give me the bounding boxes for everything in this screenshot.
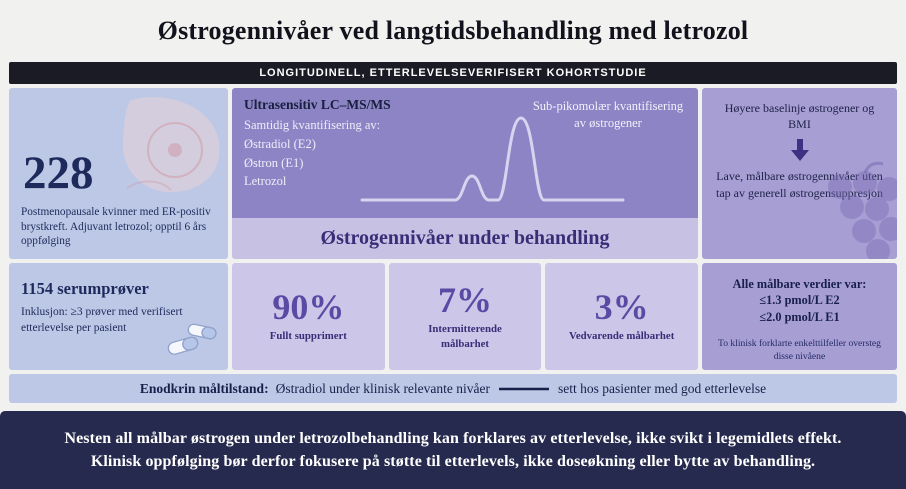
stat-value: 90% xyxy=(272,287,345,328)
endocrine-band-statement: Østradiol under klinisk relevante nivåer xyxy=(275,380,491,396)
treatment-band-title: Østrogennivåer under behandling xyxy=(320,227,610,249)
method-lines: Samtidig kvantifisering av: Østradiol (E… xyxy=(244,116,686,191)
conclusion-line-2: Klinisk oppfølging bør derfor fokusere p… xyxy=(90,452,816,470)
row-top: 228 Postmenopausale kvinner med ER-posit… xyxy=(9,88,897,259)
values-line-e1: ≤2.0 pmol/L E1 xyxy=(759,310,840,325)
baseline-bottom-text: Lave, målbare østrogennivåer uten tap av… xyxy=(716,169,883,200)
samples-heading: 1154 serumprøver xyxy=(21,279,149,298)
method-panel: Ultrasensitiv LC–MS/MS Samtidig kvantifi… xyxy=(232,88,698,218)
page-title: Østrogennivåer ved langtidsbehandling me… xyxy=(157,16,749,45)
header: Østrogennivåer ved langtidsbehandling me… xyxy=(0,0,906,62)
stats-row: 90% Fullt supprimert 7% Intermitterende … xyxy=(232,263,699,370)
baseline-top-text: Høyere baselinje østrogener og BMI xyxy=(724,101,875,132)
endocrine-band: Enodkrin måltilstand: Østradiol under kl… xyxy=(9,374,897,403)
samples-description: Inklusjon: ≥3 prøver med verifisert ette… xyxy=(21,306,183,334)
values-footnote: To klinisk forklarte enkelttilfeller ove… xyxy=(718,338,881,363)
conclusion-line-1: Nesten all målbar østrogen under letrozo… xyxy=(64,429,842,447)
stat-value: 7% xyxy=(438,280,492,321)
study-type-banner-label: LONGITUDINELL, ETTERLEVELSEVERIFISERT KO… xyxy=(259,67,647,79)
threshold-line-icon xyxy=(499,387,550,390)
method-intro: Samtidig kvantifisering av: xyxy=(244,118,381,132)
samples-panel: 1154 serumprøver Inklusjon: ≥3 prøver me… xyxy=(9,263,228,370)
row-bottom: 1154 serumprøver Inklusjon: ≥3 prøver me… xyxy=(9,263,897,370)
values-panel: Alle målbare verdier var: ≤1.3 pmol/L E2… xyxy=(702,263,897,370)
stat-intermittent: 7% Intermitterende målbarhet xyxy=(388,263,542,370)
cohort-count: 228 xyxy=(23,146,94,199)
stat-label: Fullt supprimert xyxy=(269,330,347,343)
values-line-e2: ≤1.3 pmol/L E2 xyxy=(759,293,840,307)
study-type-banner: LONGITUDINELL, ETTERLEVELSEVERIFISERT KO… xyxy=(9,62,897,84)
stat-fully-suppressed: 90% Fullt supprimert xyxy=(232,263,385,370)
method-item-letrozol: Letrozol xyxy=(244,174,287,189)
stat-value: 3% xyxy=(594,287,649,328)
conclusion-banner: Nesten all målbar østrogen under letrozo… xyxy=(0,411,906,489)
endocrine-band-suffix: sett hos pasienter med god etterlevelse xyxy=(558,380,767,396)
method-item-e1: Østron (E1) xyxy=(244,155,304,170)
treatment-band: Østrogennivåer under behandling xyxy=(232,218,698,259)
method-heading: Ultrasensitiv LC–MS/MS xyxy=(244,97,391,112)
endocrine-band-label: Enodkrin måltilstand: xyxy=(139,380,269,396)
stat-label: Vedvarende målbarhet xyxy=(569,330,675,343)
stat-persistent: 3% Vedvarende målbarhet xyxy=(545,263,699,370)
cohort-panel: 228 Postmenopausale kvinner med ER-posit… xyxy=(9,88,228,259)
arrow-down-icon xyxy=(790,139,809,162)
baseline-panel: Høyere baselinje østrogener og BMI Lave,… xyxy=(702,88,897,259)
values-heading: Alle målbare verdier var: xyxy=(732,277,867,291)
cohort-description: Postmenopausale kvinner med ER-positiv b… xyxy=(21,205,211,248)
method-item-e2: Østradiol (E2) xyxy=(244,136,316,151)
method-note: Sub-pikomolær kvantifisering av østrogen… xyxy=(532,99,684,130)
stat-label: Intermitterende målbarhet xyxy=(428,323,502,350)
method-column: Ultrasensitiv LC–MS/MS Samtidig kvantifi… xyxy=(232,88,698,259)
